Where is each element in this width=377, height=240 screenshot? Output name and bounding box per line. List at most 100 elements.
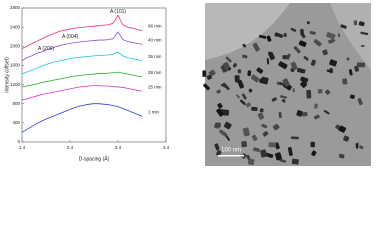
series-label: 35 min [148,54,162,59]
particle [253,147,260,153]
particle [260,149,267,158]
particle [298,40,307,47]
particle [338,125,347,133]
particle [242,127,250,137]
particle [261,76,269,84]
plot-frame [21,7,167,143]
particle [262,131,269,137]
particle [348,69,353,76]
annotation: A (004) [62,34,78,40]
particle [350,94,355,99]
particle [340,24,347,29]
particle [328,39,334,44]
particle [283,33,287,37]
particle [268,51,276,61]
series-label: 25 min [148,84,162,89]
particle [241,141,247,148]
particle [274,142,280,150]
particle [250,74,260,83]
particle [360,31,369,36]
particle [313,39,322,47]
particle [296,110,303,117]
particle [217,102,223,109]
particle [359,145,364,150]
particle [247,70,252,77]
series-line [21,85,143,101]
particle [291,158,299,165]
particle [259,108,264,113]
series-label: 1 min [148,109,160,114]
y-tick-label: 400 [12,120,20,125]
particle [274,152,282,161]
particle [293,46,301,54]
particle [286,53,291,60]
particle [215,122,221,128]
particle [240,99,246,106]
y-tick-label: 2000 [10,43,21,48]
particle [329,59,338,67]
particle [357,97,363,106]
particle [337,33,341,38]
page: Intensity (offset) D-spacing (Å) 100 nm … [4,3,371,166]
scale-bar [218,155,244,157]
particle [310,59,316,66]
particle [242,54,248,59]
particle [296,67,306,74]
particle [280,95,288,99]
y-tick-label: 2800 [10,5,21,10]
particle [311,150,317,157]
particle [322,49,328,56]
particle [300,28,304,36]
particle [223,61,230,70]
particle [247,158,255,166]
series-line [21,14,143,50]
particle [235,94,241,99]
particle [202,70,207,77]
particle [356,62,366,68]
particle [326,69,332,73]
particle [302,111,308,117]
x-tick-label: 4.4 [163,145,170,150]
particle [355,143,359,149]
particle [241,93,247,100]
particle [265,152,274,159]
particle [282,78,290,87]
particle [278,61,288,70]
particle [325,89,331,95]
micrograph-region [330,3,371,70]
particle [279,158,287,163]
particle [290,27,297,32]
particle [274,32,284,38]
micrograph: 100 nm [202,3,371,166]
particle [338,153,345,159]
particle [353,20,358,26]
series-label: 40 min [148,38,162,43]
particle [300,80,308,88]
figure: Intensity (offset) D-spacing (Å) 100 nm … [4,3,371,166]
particle [281,98,286,103]
particle [342,78,348,85]
series-label: 28 min [148,70,162,75]
x-tick-label: 2.4 [67,145,74,150]
particle [278,111,282,119]
particle [271,97,277,102]
particle [290,61,298,71]
annotation: A (200) [38,46,54,52]
particle [287,147,293,154]
particle [358,21,365,27]
particle [208,69,216,77]
particles [202,20,369,166]
particle [290,136,299,140]
series-line [21,51,143,75]
particle [225,134,231,141]
particle [223,121,232,130]
micrograph-region [205,3,290,60]
particle [256,67,264,74]
particle [346,57,350,61]
particle [266,35,272,42]
particle [279,82,285,86]
particle [261,123,268,129]
particle [206,74,212,80]
particle [314,103,318,109]
particle [234,75,240,83]
